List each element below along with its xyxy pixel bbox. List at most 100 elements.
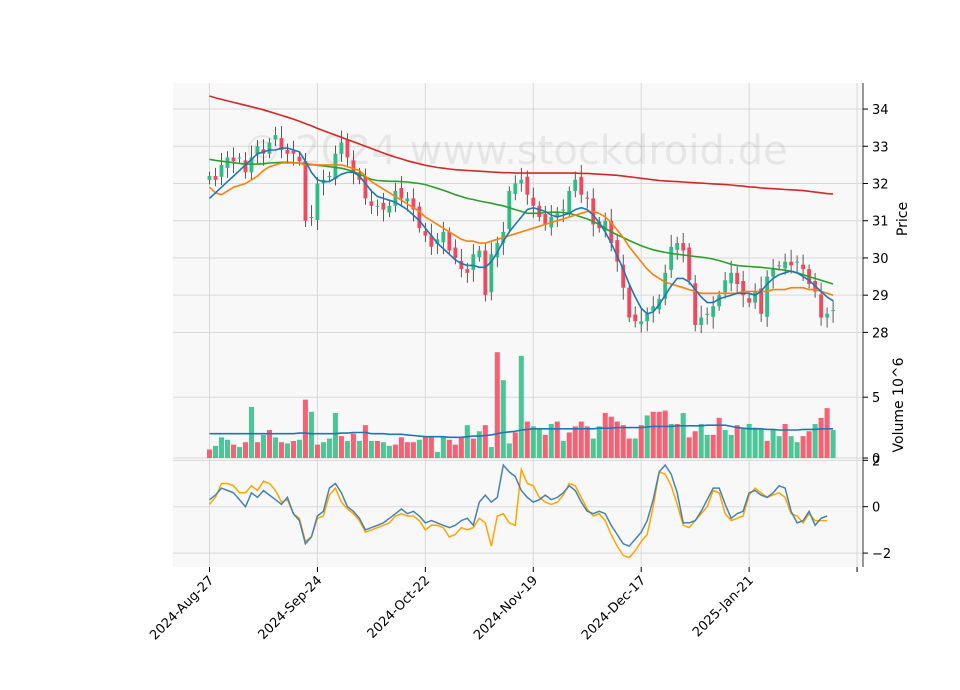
- volume-bar: [620, 425, 626, 458]
- candle-body: [429, 235, 434, 247]
- volume-bar: [206, 449, 213, 458]
- volume-axis-label: Volume 10^6: [891, 357, 907, 452]
- volume-bar: [608, 416, 614, 458]
- volume-bar: [656, 411, 662, 458]
- volume-bar: [596, 426, 602, 458]
- candle-body: [711, 306, 716, 317]
- volume-bar: [602, 413, 608, 458]
- volume-bar: [728, 434, 734, 458]
- volume-bar: [362, 425, 368, 458]
- volume-bar: [590, 438, 596, 458]
- volume-bar: [458, 437, 464, 458]
- candle-body: [669, 246, 674, 270]
- volume-bar: [470, 438, 476, 458]
- volume-bar: [410, 442, 416, 458]
- candle-body: [651, 306, 656, 311]
- volume-bar: [788, 436, 794, 458]
- candle-body: [255, 146, 260, 155]
- volume-bar: [368, 440, 374, 458]
- volume-bar: [356, 440, 362, 458]
- candle-body: [729, 272, 734, 284]
- oscillator-line-a: [209, 463, 828, 547]
- volume-ma-line: [209, 424, 834, 439]
- x-tick-label: 2024-Oct-22: [365, 573, 433, 641]
- ma-mid-line: [208, 162, 834, 296]
- candle-body: [231, 157, 236, 162]
- volume-bar: [704, 434, 710, 458]
- candle-body: [771, 269, 776, 277]
- volume-bar: [446, 439, 452, 458]
- volume-bar: [314, 444, 320, 458]
- candle-body: [645, 313, 650, 322]
- volume-bar: [500, 380, 506, 458]
- volume-bar: [386, 445, 392, 458]
- volume-bar: [242, 442, 248, 458]
- candle-body: [579, 176, 584, 195]
- candle-body: [747, 298, 752, 303]
- candle-body: [723, 280, 728, 293]
- volume-bar: [686, 437, 692, 458]
- candle-body: [603, 220, 608, 232]
- candle-body: [675, 243, 680, 250]
- volume-bar: [236, 447, 242, 458]
- candle-body: [543, 214, 548, 225]
- volume-bar: [398, 437, 404, 458]
- price-y-tick-label: 30: [872, 252, 889, 267]
- volume-bar: [758, 428, 764, 458]
- volume-bar: [530, 426, 536, 458]
- volume-bar: [734, 425, 740, 458]
- candle-body: [291, 150, 296, 154]
- candle-body: [309, 217, 314, 218]
- osc-y-tick-label: 0: [872, 501, 880, 516]
- candle-body: [519, 179, 524, 184]
- price-y-tick-label: 33: [872, 140, 889, 155]
- volume-bar: [332, 413, 338, 458]
- candle-body: [783, 261, 788, 269]
- candle-body: [735, 272, 740, 284]
- volume-bar: [344, 440, 350, 458]
- candle-body: [573, 179, 578, 191]
- candle-body: [333, 153, 338, 180]
- volume-bar: [824, 408, 830, 458]
- candle-body: [471, 254, 476, 270]
- volume-bar: [638, 425, 644, 458]
- volume-bar: [662, 410, 668, 458]
- volume-bar: [554, 421, 560, 458]
- candle-body: [795, 261, 800, 263]
- candle-body: [297, 156, 302, 162]
- volume-bar: [224, 439, 231, 458]
- candle-body: [639, 321, 644, 325]
- volume-bar: [518, 355, 524, 458]
- candle-body: [369, 201, 374, 206]
- volume-bar: [284, 443, 290, 458]
- candle-body: [273, 135, 278, 140]
- candle-body: [825, 313, 830, 318]
- volume-bar: [428, 437, 434, 458]
- x-tick-label: 2025-Jan-21: [690, 573, 757, 640]
- volume-bar: [506, 443, 512, 458]
- volume-bar: [452, 444, 458, 458]
- candle-body: [237, 157, 242, 159]
- volume-bar: [218, 437, 225, 458]
- volume-bar: [296, 439, 302, 458]
- candle-body: [207, 176, 212, 180]
- candle-body: [267, 142, 272, 154]
- price-y-tick-label: 28: [872, 326, 889, 341]
- candle-body: [351, 160, 356, 173]
- volume-bar: [476, 431, 482, 458]
- osc-y-tick-label: 2: [872, 454, 880, 469]
- volume-bar: [716, 417, 722, 458]
- volume-bar: [254, 442, 260, 458]
- candle-body: [435, 239, 440, 244]
- watermark: © 2024 www.stockdroid.de: [242, 128, 787, 174]
- volume-bar: [584, 426, 590, 458]
- volume-bar: [740, 427, 746, 458]
- volume-bar: [614, 421, 620, 458]
- candle-body: [399, 187, 404, 199]
- volume-bar: [572, 426, 578, 458]
- volume-bar: [440, 436, 446, 458]
- volume-bar: [266, 430, 272, 458]
- volume-bar: [380, 442, 386, 458]
- candle-body: [459, 260, 464, 270]
